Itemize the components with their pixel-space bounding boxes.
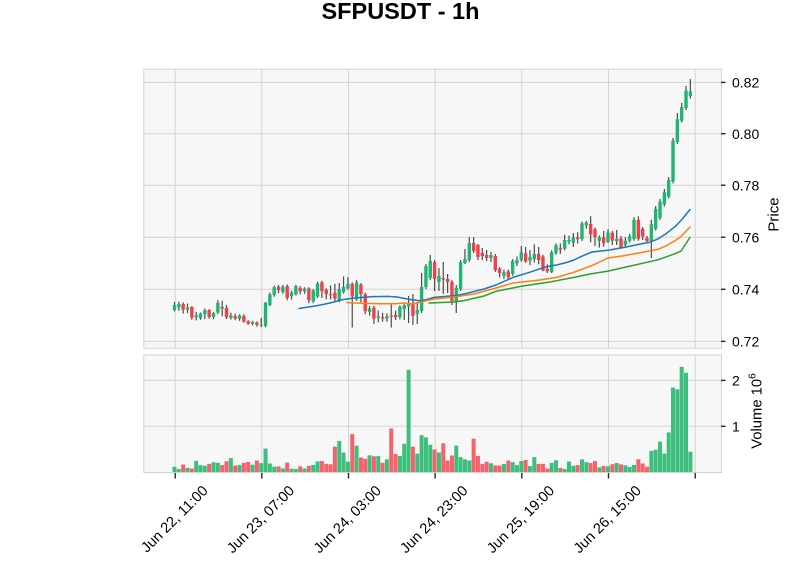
svg-text:0.72: 0.72 bbox=[732, 334, 759, 350]
svg-text:SFPUSDT - 1h: SFPUSDT - 1h bbox=[322, 0, 480, 24]
svg-text:2: 2 bbox=[732, 373, 740, 389]
svg-text:1: 1 bbox=[732, 418, 740, 434]
svg-text:Volume 106: Volume 106 bbox=[748, 373, 766, 449]
svg-text:0.78: 0.78 bbox=[732, 177, 759, 193]
svg-text:0.82: 0.82 bbox=[732, 75, 759, 91]
svg-text:0.76: 0.76 bbox=[732, 229, 759, 245]
svg-text:0.74: 0.74 bbox=[732, 281, 759, 297]
svg-text:0.80: 0.80 bbox=[732, 126, 759, 142]
svg-text:Price: Price bbox=[766, 197, 783, 231]
